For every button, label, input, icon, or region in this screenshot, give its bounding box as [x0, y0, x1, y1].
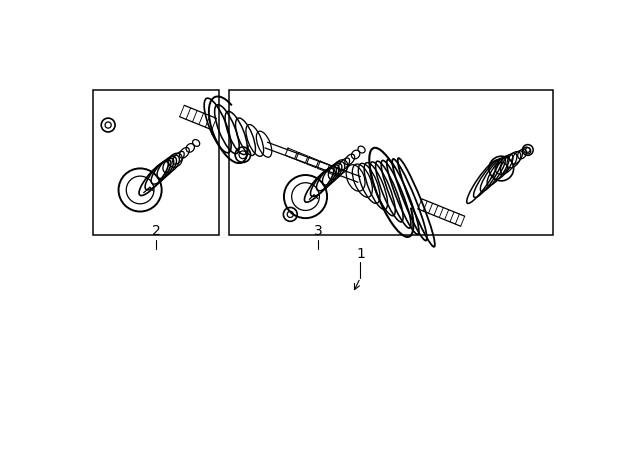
Text: 1: 1 — [356, 247, 365, 261]
Text: 2: 2 — [152, 224, 161, 238]
Bar — [93, 90, 219, 234]
Text: 3: 3 — [313, 224, 322, 238]
Bar — [229, 90, 552, 234]
